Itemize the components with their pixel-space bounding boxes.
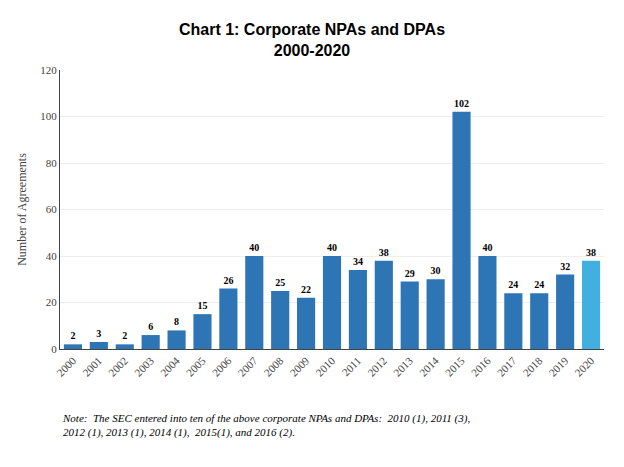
svg-text:2019: 2019 — [546, 354, 570, 378]
svg-text:25: 25 — [275, 277, 285, 288]
svg-text:8: 8 — [174, 316, 179, 327]
svg-text:2003: 2003 — [132, 354, 156, 378]
svg-text:29: 29 — [405, 268, 415, 279]
svg-text:2007: 2007 — [236, 354, 260, 378]
svg-text:0: 0 — [51, 343, 57, 355]
svg-text:2008: 2008 — [261, 354, 285, 378]
svg-text:80: 80 — [46, 157, 58, 169]
svg-text:Chart 1: Corporate NPAs and DP: Chart 1: Corporate NPAs and DPAs2000-202… — [179, 21, 445, 59]
svg-text:2009: 2009 — [287, 354, 311, 378]
svg-text:60: 60 — [46, 203, 58, 215]
svg-text:24: 24 — [508, 279, 518, 290]
svg-text:100: 100 — [40, 110, 57, 122]
svg-text:15: 15 — [197, 300, 207, 311]
svg-text:Note: The SEC entered into te: Note: The SEC entered into ten of the ab… — [62, 412, 470, 439]
svg-text:2012: 2012 — [365, 355, 389, 379]
svg-text:2000: 2000 — [54, 354, 78, 378]
svg-text:2015: 2015 — [443, 354, 467, 378]
svg-text:2017: 2017 — [495, 354, 519, 378]
svg-text:40: 40 — [46, 250, 58, 262]
svg-text:Number of Agreements: Number of Agreements — [15, 153, 29, 266]
svg-text:20: 20 — [46, 296, 58, 308]
svg-text:2013: 2013 — [391, 354, 415, 378]
svg-text:40: 40 — [482, 242, 492, 253]
svg-text:2: 2 — [70, 330, 75, 341]
svg-text:24: 24 — [534, 279, 544, 290]
svg-text:2016: 2016 — [469, 354, 493, 378]
svg-text:40: 40 — [327, 242, 337, 253]
svg-text:6: 6 — [148, 321, 153, 332]
svg-text:2011: 2011 — [339, 355, 363, 379]
svg-text:22: 22 — [301, 284, 311, 295]
svg-text:120: 120 — [40, 64, 57, 76]
svg-text:26: 26 — [223, 275, 233, 286]
svg-text:2004: 2004 — [158, 354, 182, 378]
svg-text:3: 3 — [96, 328, 101, 339]
svg-text:2018: 2018 — [521, 354, 545, 378]
svg-text:2010: 2010 — [313, 354, 337, 378]
svg-text:32: 32 — [560, 261, 570, 272]
svg-text:34: 34 — [353, 256, 363, 267]
svg-text:2014: 2014 — [417, 354, 441, 378]
svg-text:2: 2 — [122, 330, 127, 341]
svg-text:2006: 2006 — [210, 354, 234, 378]
svg-text:38: 38 — [379, 247, 389, 258]
svg-text:38: 38 — [586, 247, 596, 258]
svg-text:30: 30 — [431, 265, 441, 276]
svg-text:2020: 2020 — [572, 354, 596, 378]
svg-text:2005: 2005 — [184, 354, 208, 378]
svg-text:102: 102 — [454, 98, 469, 109]
svg-text:40: 40 — [249, 242, 259, 253]
svg-text:2002: 2002 — [106, 355, 130, 379]
svg-text:2001: 2001 — [80, 355, 104, 379]
